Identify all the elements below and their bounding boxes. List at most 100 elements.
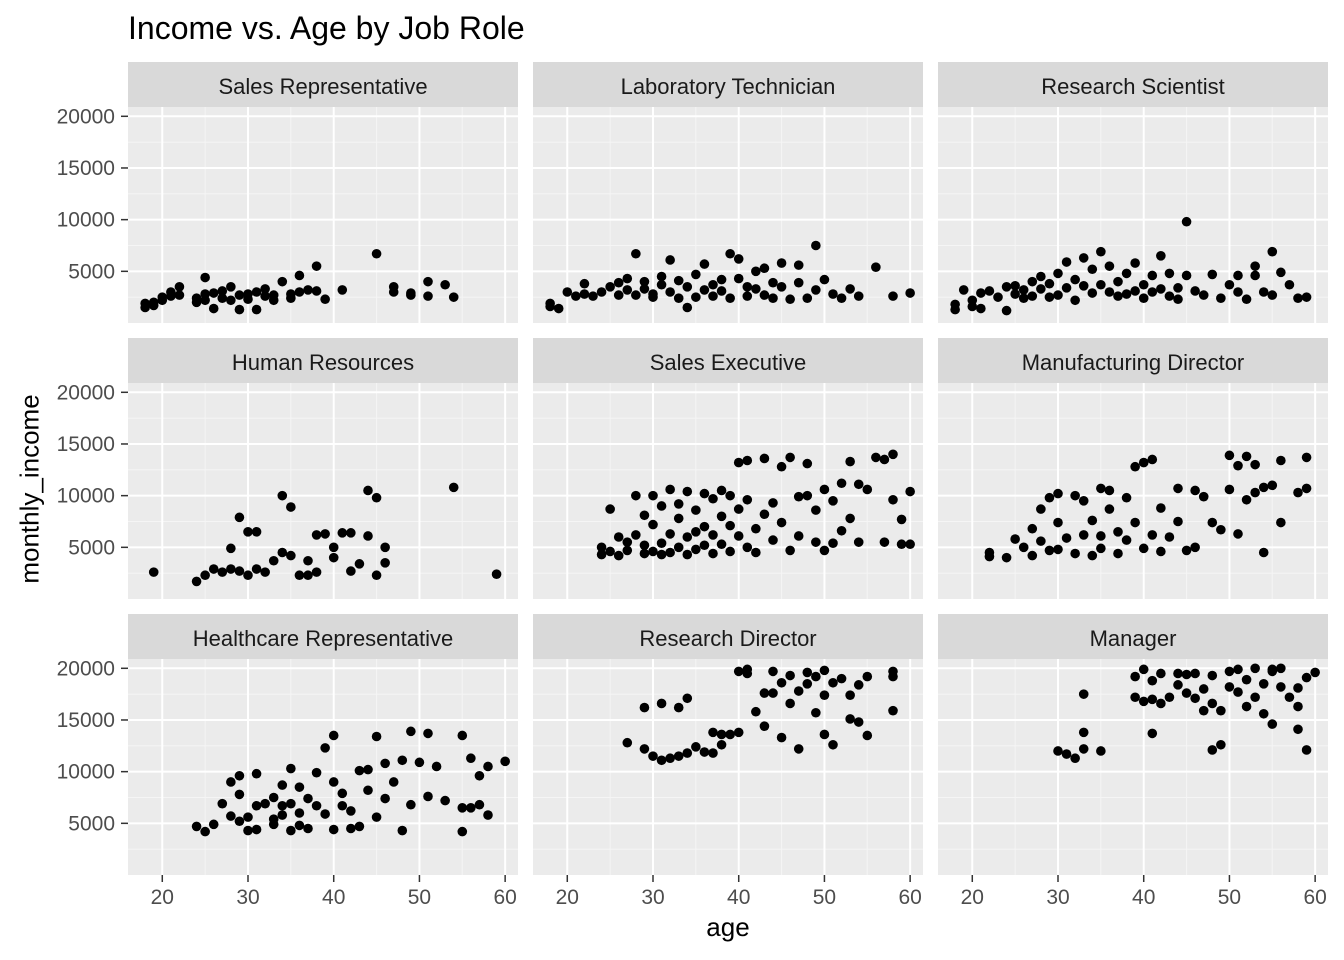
data-point	[751, 547, 761, 558]
data-point	[483, 810, 493, 820]
data-point	[691, 292, 701, 302]
data-point	[691, 269, 701, 280]
data-point	[371, 248, 382, 259]
data-point	[423, 276, 433, 287]
data-point	[888, 671, 898, 682]
data-point	[742, 494, 753, 505]
data-point	[845, 456, 855, 467]
data-point	[545, 301, 555, 312]
data-point	[588, 291, 598, 301]
x-tick-label: 20	[151, 886, 174, 909]
data-point	[596, 287, 607, 297]
data-point	[1181, 669, 1192, 680]
data-point	[631, 290, 641, 300]
data-point	[976, 303, 986, 314]
data-point	[725, 248, 735, 259]
data-point	[474, 799, 485, 810]
data-point	[639, 510, 650, 521]
data-point	[1276, 267, 1286, 278]
panel-background	[533, 107, 923, 323]
data-point	[699, 259, 710, 269]
data-point	[1156, 284, 1166, 294]
data-point	[802, 679, 813, 689]
data-point	[243, 570, 253, 581]
data-point	[742, 542, 753, 553]
data-point	[1207, 269, 1218, 280]
facet-strip-label: Sales Representative	[218, 74, 427, 99]
facet-strip	[938, 614, 1328, 659]
data-point	[1078, 530, 1089, 540]
data-point	[414, 757, 425, 768]
y-tick-label: 5000	[68, 260, 115, 283]
data-point	[1027, 523, 1038, 534]
y-tick-label: 10000	[57, 761, 115, 784]
data-point	[346, 806, 356, 816]
data-point	[793, 277, 804, 288]
data-point	[243, 527, 253, 537]
data-point	[768, 293, 778, 303]
data-point	[1130, 517, 1140, 528]
data-point	[1156, 698, 1166, 709]
data-point	[1138, 457, 1149, 468]
data-point	[819, 274, 830, 285]
data-point	[1070, 295, 1080, 306]
data-point	[1104, 287, 1115, 297]
x-tick-label: 30	[236, 886, 259, 909]
data-point	[1010, 289, 1020, 299]
data-point	[440, 795, 450, 806]
data-point	[1096, 531, 1106, 541]
data-point	[148, 567, 159, 577]
data-point	[1078, 744, 1089, 754]
data-point	[1096, 543, 1106, 554]
data-point	[1078, 280, 1089, 291]
data-point	[1241, 701, 1252, 712]
data-point	[1147, 287, 1158, 297]
data-point	[613, 277, 624, 288]
data-point	[380, 542, 390, 553]
x-axis-label: age	[706, 912, 750, 942]
data-point	[605, 546, 615, 557]
data-point	[1181, 270, 1192, 281]
y-tick-label: 20000	[57, 657, 115, 680]
x-tick-label: 20	[961, 886, 984, 909]
data-point	[406, 290, 416, 300]
data-point	[776, 258, 787, 268]
data-point	[665, 484, 675, 495]
data-point	[294, 287, 305, 297]
data-point	[1267, 290, 1278, 300]
panel-background	[128, 659, 518, 875]
data-point	[1301, 483, 1312, 494]
data-point	[234, 789, 245, 800]
data-point	[1267, 719, 1278, 729]
data-point	[243, 812, 253, 822]
x-tick-label: 40	[727, 886, 750, 909]
data-point	[811, 285, 821, 295]
data-point	[1301, 672, 1312, 683]
data-point	[802, 490, 813, 501]
data-point	[380, 758, 390, 769]
data-point	[371, 731, 382, 742]
data-point	[208, 564, 219, 574]
data-point	[673, 702, 684, 713]
data-point	[140, 298, 150, 309]
data-point	[1053, 290, 1063, 300]
data-point	[828, 739, 838, 750]
data-point	[845, 690, 855, 700]
facet-strip-label: Manufacturing Director	[1022, 350, 1245, 375]
data-point	[879, 537, 890, 547]
data-point	[1293, 724, 1303, 735]
data-point	[371, 812, 382, 822]
data-point	[423, 728, 433, 739]
data-point	[656, 755, 667, 766]
data-point	[596, 549, 607, 560]
data-point	[579, 289, 590, 299]
data-point	[1138, 293, 1149, 303]
data-point	[579, 278, 590, 289]
data-point	[1258, 482, 1269, 493]
data-point	[725, 729, 735, 740]
data-point	[819, 545, 830, 556]
data-point	[1224, 279, 1235, 290]
data-point	[251, 824, 262, 835]
data-point	[716, 729, 727, 740]
data-point	[1087, 550, 1098, 561]
